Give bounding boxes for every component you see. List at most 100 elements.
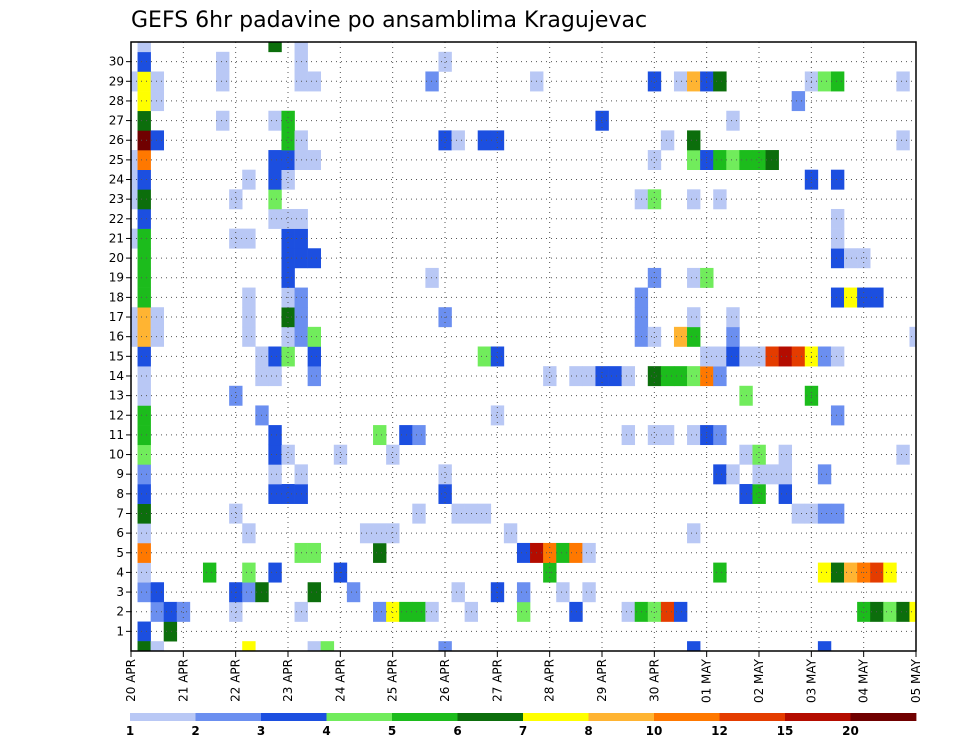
precip-cell xyxy=(268,169,282,190)
precip-cell xyxy=(131,228,138,249)
precip-cell xyxy=(451,582,465,603)
colorbar-label: 7 xyxy=(519,724,527,738)
x-tick-label: 20 APR xyxy=(124,659,138,702)
y-tick-label: 16 xyxy=(109,330,124,344)
precip-cell xyxy=(307,150,322,170)
x-tick-label: 24 APR xyxy=(333,659,347,702)
precip-cell xyxy=(150,601,165,622)
x-tick-label: 27 APR xyxy=(490,659,504,702)
precip-cell xyxy=(687,189,701,210)
precip-cell xyxy=(687,326,701,347)
precip-cell xyxy=(137,267,151,288)
y-tick-label: 9 xyxy=(116,467,124,481)
precip-cell xyxy=(281,248,295,269)
y-tick-label: 13 xyxy=(109,389,124,403)
x-tick-label: 30 APR xyxy=(647,659,661,702)
precip-cell xyxy=(137,464,151,485)
precip-cell xyxy=(765,150,779,170)
y-tick-label: 7 xyxy=(116,506,124,520)
precip-cell xyxy=(150,582,165,603)
precip-cell xyxy=(150,326,165,347)
x-tick-label: 05 MAY xyxy=(909,658,923,703)
precip-cell xyxy=(909,326,916,347)
precip-cell xyxy=(131,150,138,170)
precip-cell xyxy=(477,346,492,367)
precip-cell xyxy=(137,366,151,387)
precip-cell xyxy=(150,307,165,328)
precip-cell xyxy=(778,444,793,465)
precip-cell xyxy=(687,366,701,387)
precip-cell xyxy=(923,602,936,622)
colorbar-label: 2 xyxy=(191,724,199,738)
precip-cell xyxy=(137,503,151,524)
y-tick-label: 6 xyxy=(116,526,124,540)
precip-cell xyxy=(726,464,740,485)
colorbar-label: 8 xyxy=(584,724,592,738)
precip-cell xyxy=(752,444,766,465)
precip-cell xyxy=(830,248,845,269)
precip-cell xyxy=(268,464,282,485)
precip-cell xyxy=(137,228,151,249)
colorbar-label: 1 xyxy=(126,724,134,738)
grid-lines xyxy=(131,42,917,651)
precip-cell xyxy=(660,425,675,446)
precip-cell xyxy=(242,523,256,544)
x-tick-label: 23 APR xyxy=(281,659,295,702)
precip-cell xyxy=(844,562,858,583)
precip-cell xyxy=(386,523,400,544)
precip-cell xyxy=(137,42,151,53)
precip-cell xyxy=(713,346,727,367)
precip-cell xyxy=(516,582,531,603)
precip-cell xyxy=(281,110,295,131)
precip-cell xyxy=(137,542,151,563)
precip-cell xyxy=(713,150,727,170)
precip-cell xyxy=(582,542,596,563)
precip-cell xyxy=(673,71,688,92)
precip-cell xyxy=(229,228,243,249)
precip-cell xyxy=(137,150,151,170)
precip-cell xyxy=(307,641,322,651)
x-tick-label: 28 APR xyxy=(543,659,557,702)
precip-cell xyxy=(281,169,295,190)
colorbar-swatch xyxy=(457,713,524,721)
x-tick-label: 21 APR xyxy=(176,659,190,702)
precip-cell xyxy=(137,444,151,465)
precip-cell xyxy=(137,326,151,347)
colorbar-swatch xyxy=(654,713,720,721)
precip-cell xyxy=(412,601,426,622)
precip-cell xyxy=(425,267,439,288)
precip-cell xyxy=(268,110,282,131)
colorbar: 1 2 3 4 5 6 7 8 10 12 15 20 xyxy=(126,713,917,738)
precip-cell xyxy=(242,307,256,328)
precip-cell xyxy=(346,582,361,603)
precip-cell xyxy=(752,346,766,367)
precip-cell xyxy=(438,641,452,651)
precip-cell xyxy=(137,385,151,406)
precip-cell xyxy=(844,248,858,269)
precip-cell xyxy=(137,287,151,308)
precip-cell xyxy=(137,346,151,367)
y-tick-label: 17 xyxy=(109,310,124,324)
precip-cell xyxy=(229,385,243,406)
y-tick-label: 4 xyxy=(116,565,124,579)
precip-cell xyxy=(687,425,701,446)
precip-cell xyxy=(399,601,413,622)
colorbar-label: 5 xyxy=(388,724,396,738)
y-tick-label: 15 xyxy=(109,349,124,363)
precip-cell xyxy=(516,542,531,563)
precip-cell xyxy=(399,425,413,446)
precip-cell xyxy=(320,641,335,651)
precip-cell xyxy=(281,228,295,249)
precip-cell xyxy=(647,366,662,387)
y-tick-label: 25 xyxy=(109,153,124,167)
precip-cell xyxy=(202,562,217,583)
precip-cell xyxy=(687,267,701,288)
precip-cell xyxy=(883,562,897,583)
precip-cell xyxy=(137,208,151,229)
precip-cell xyxy=(137,169,151,190)
colorbar-label: 10 xyxy=(646,724,663,738)
precip-cell xyxy=(137,641,151,651)
precip-cell xyxy=(791,503,806,524)
precip-cell xyxy=(647,71,662,92)
y-tick-label: 21 xyxy=(109,231,124,245)
